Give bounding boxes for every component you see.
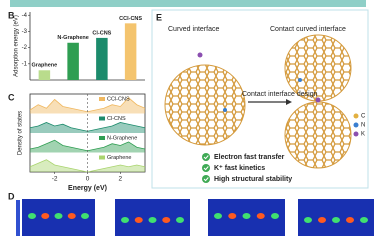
y-tick-label: -2 <box>22 45 28 51</box>
bullet-text: Electron fast transfer <box>214 154 285 161</box>
heatmap-blob <box>81 213 89 219</box>
heatmap-blob <box>242 213 251 219</box>
heatmap-blob <box>318 217 326 223</box>
heatmap-blob <box>332 217 340 223</box>
top-strip <box>10 0 366 7</box>
bullet-text: K⁺ fast kinetics <box>214 165 265 172</box>
legend-swatch <box>99 136 105 140</box>
x-tick-label: -2 <box>52 176 58 183</box>
legend-dot <box>353 122 359 128</box>
legend-label: K <box>361 132 365 138</box>
check-icon <box>202 175 210 183</box>
bar <box>124 23 137 80</box>
diagram-title: Curved interface <box>168 26 219 33</box>
check-mark <box>203 155 209 160</box>
legend-label: N-Graphene <box>107 135 137 141</box>
legend-dot <box>353 113 359 119</box>
legend-dot <box>353 131 359 137</box>
arrow-head <box>286 99 292 105</box>
x-axis-label: Energy (eV) <box>68 185 107 192</box>
bar <box>96 37 108 80</box>
legend-swatch <box>99 155 105 160</box>
diagram-title: Contact curved interface <box>270 26 346 33</box>
fullerene <box>164 64 246 146</box>
colorbar <box>16 200 20 236</box>
heatmap-blob <box>121 217 129 223</box>
dos-area <box>30 159 145 172</box>
heatmap-blob <box>54 213 63 219</box>
y-axis-label: Adsorption energy (eV) <box>14 15 20 77</box>
legend-swatch <box>99 97 105 101</box>
legend-label: CCl-CNS <box>107 96 130 102</box>
panel-label: E <box>156 12 162 22</box>
heatmap-blob <box>41 213 50 219</box>
heatmap-blob <box>28 213 36 219</box>
n-atom <box>223 108 227 112</box>
heatmap-blob <box>304 217 312 223</box>
legend-label: N <box>361 123 365 129</box>
legend-swatch <box>99 116 105 121</box>
legend-label: C <box>361 114 366 120</box>
check-icon <box>202 164 210 172</box>
bar-label: N-Graphene <box>57 35 88 41</box>
heatmap-blob <box>228 213 237 219</box>
panel-label: C <box>8 92 15 102</box>
n-atom <box>298 78 302 82</box>
bar-label: CCl-CNS <box>119 16 142 22</box>
heatmap-blob <box>148 217 157 223</box>
y-axis-label: Density of states <box>18 111 24 155</box>
check-icon <box>202 153 210 161</box>
dos-area <box>30 97 145 114</box>
k-atom <box>197 52 203 58</box>
legend-label: Graphene <box>107 155 131 161</box>
x-tick-label: 0 <box>86 176 90 183</box>
arrow-label: Contact interface design <box>242 91 318 98</box>
y-tick-label: -1 <box>22 61 28 67</box>
panel-label: D <box>8 191 15 201</box>
bar-label: Cl-CNS <box>92 30 111 36</box>
heatmap-blob <box>346 217 354 223</box>
heatmap-blob <box>67 213 76 219</box>
check-mark <box>203 177 209 182</box>
heatmap-blob <box>214 213 222 219</box>
x-tick-label: 2 <box>119 176 123 183</box>
heatmap-blob <box>134 217 143 223</box>
heatmap-blob <box>271 213 279 219</box>
panel-label: B <box>8 10 15 20</box>
bar <box>38 70 51 80</box>
legend-label: Cl-CNS <box>107 116 126 122</box>
heatmap-blob <box>176 217 184 223</box>
k-atom <box>315 97 321 103</box>
heatmap-blob <box>256 213 265 219</box>
check-mark <box>203 166 209 171</box>
fullerene <box>284 101 352 169</box>
heatmap-blob <box>162 217 171 223</box>
y-tick-label: -3 <box>22 29 28 35</box>
bullet-text: High structural stability <box>214 176 292 183</box>
bar <box>67 42 79 80</box>
heatmap-blob <box>360 217 368 223</box>
y-tick-label: -4 <box>22 13 28 19</box>
bar-label: Graphene <box>32 63 58 69</box>
